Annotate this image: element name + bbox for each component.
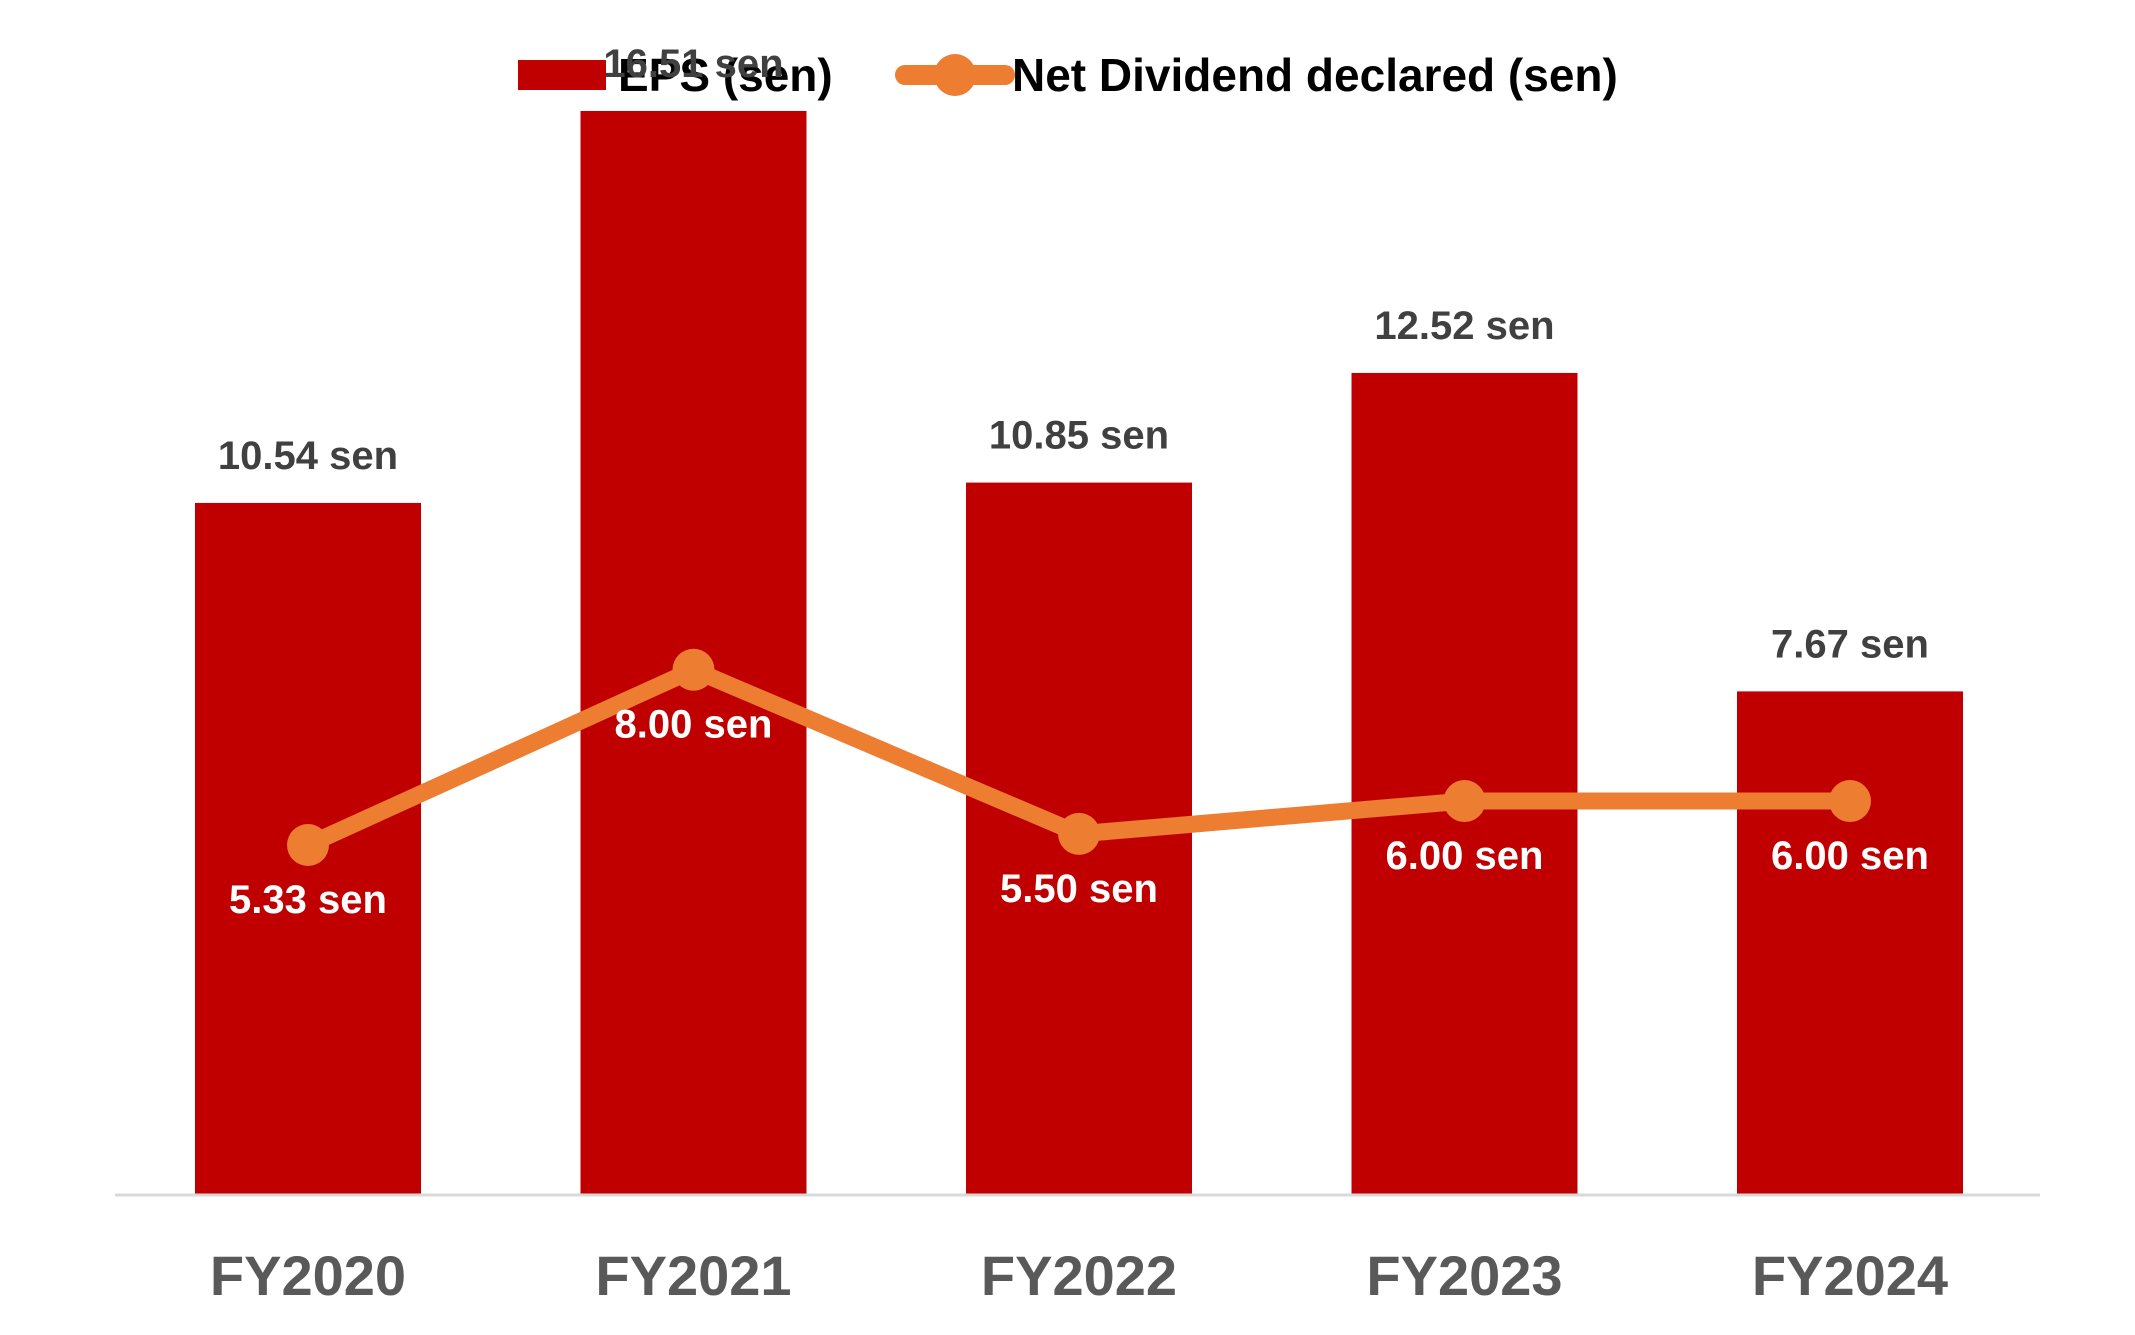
x-tick-label-fy2020: FY2020 <box>210 1244 406 1307</box>
x-tick-label-fy2021: FY2021 <box>595 1244 791 1307</box>
legend: EPS (sen) Net Dividend declared (sen) <box>518 49 1618 101</box>
data-labels: 10.54 sen 16.51 sen 10.85 sen 12.52 sen 7.67… <box>218 42 1929 922</box>
dividend-point-fy2024 <box>1829 780 1871 823</box>
dividend-point-fy2023 <box>1443 780 1486 823</box>
eps-value-label-fy2020: 10.54 sen <box>218 434 398 478</box>
dividend-value-label-fy2022: 5.50 sen <box>1000 867 1158 911</box>
dividend-value-label-fy2023: 6.00 sen <box>1386 834 1544 878</box>
dividend-value-label-fy2020: 5.33 sen <box>229 878 387 922</box>
legend-label-dividend: Net Dividend declared (sen) <box>1012 49 1618 101</box>
x-tick-label-fy2022: FY2022 <box>981 1244 1177 1307</box>
x-tick-label-fy2024: FY2024 <box>1752 1244 1948 1307</box>
legend-marker-dividend <box>934 54 976 96</box>
eps-value-label-fy2022: 10.85 sen <box>989 414 1169 458</box>
dividend-value-label-fy2021: 8.00 sen <box>615 703 773 747</box>
eps-value-label-fy2024: 7.67 sen <box>1771 622 1929 666</box>
line-series-dividend <box>287 648 1871 867</box>
legend-label-eps: EPS (sen) <box>618 49 833 101</box>
bar-series-eps <box>195 110 1963 1196</box>
dividend-point-fy2022 <box>1058 812 1100 855</box>
dividend-value-label-fy2024: 6.00 sen <box>1771 834 1929 878</box>
x-tick-label-fy2023: FY2023 <box>1366 1244 1562 1307</box>
legend-swatch-eps <box>518 60 606 90</box>
dividend-point-fy2020 <box>287 824 329 867</box>
bar-fy2024 <box>1737 691 1963 1195</box>
eps-value-label-fy2023: 12.52 sen <box>1374 304 1554 348</box>
x-axis-tick-labels: FY2020 FY2021 FY2022 FY2023 FY2024 <box>210 1244 1948 1307</box>
eps-value-label-fy2021: 16.51 sen <box>603 42 783 86</box>
dividend-point-fy2021 <box>672 648 715 691</box>
